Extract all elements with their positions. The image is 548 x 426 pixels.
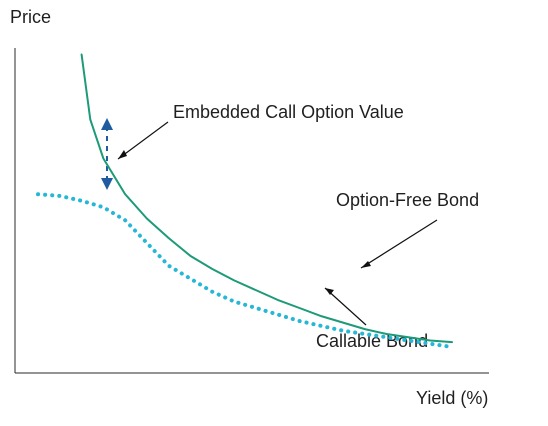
option-free-label: Option-Free Bond (336, 190, 479, 210)
embedded-call-down-arrowhead (101, 178, 113, 190)
option-free-arrow-line (360, 219, 438, 269)
embedded-call-arrow-head (118, 150, 127, 159)
option-free-arrow-head (361, 261, 371, 268)
callable-bond-series (36, 192, 454, 349)
callable-arrow-head (325, 288, 334, 295)
series-layer (36, 53, 454, 349)
option-free-bond-series (80, 53, 453, 344)
embedded-call-arrow-line (117, 121, 169, 160)
callable-arrow-line (324, 287, 367, 326)
x-axis-label: Yield (%) (416, 388, 488, 408)
y-axis-label: Price (10, 7, 51, 27)
embedded-call-up-arrowhead (101, 118, 113, 130)
embedded-call-label: Embedded Call Option Value (173, 102, 404, 122)
